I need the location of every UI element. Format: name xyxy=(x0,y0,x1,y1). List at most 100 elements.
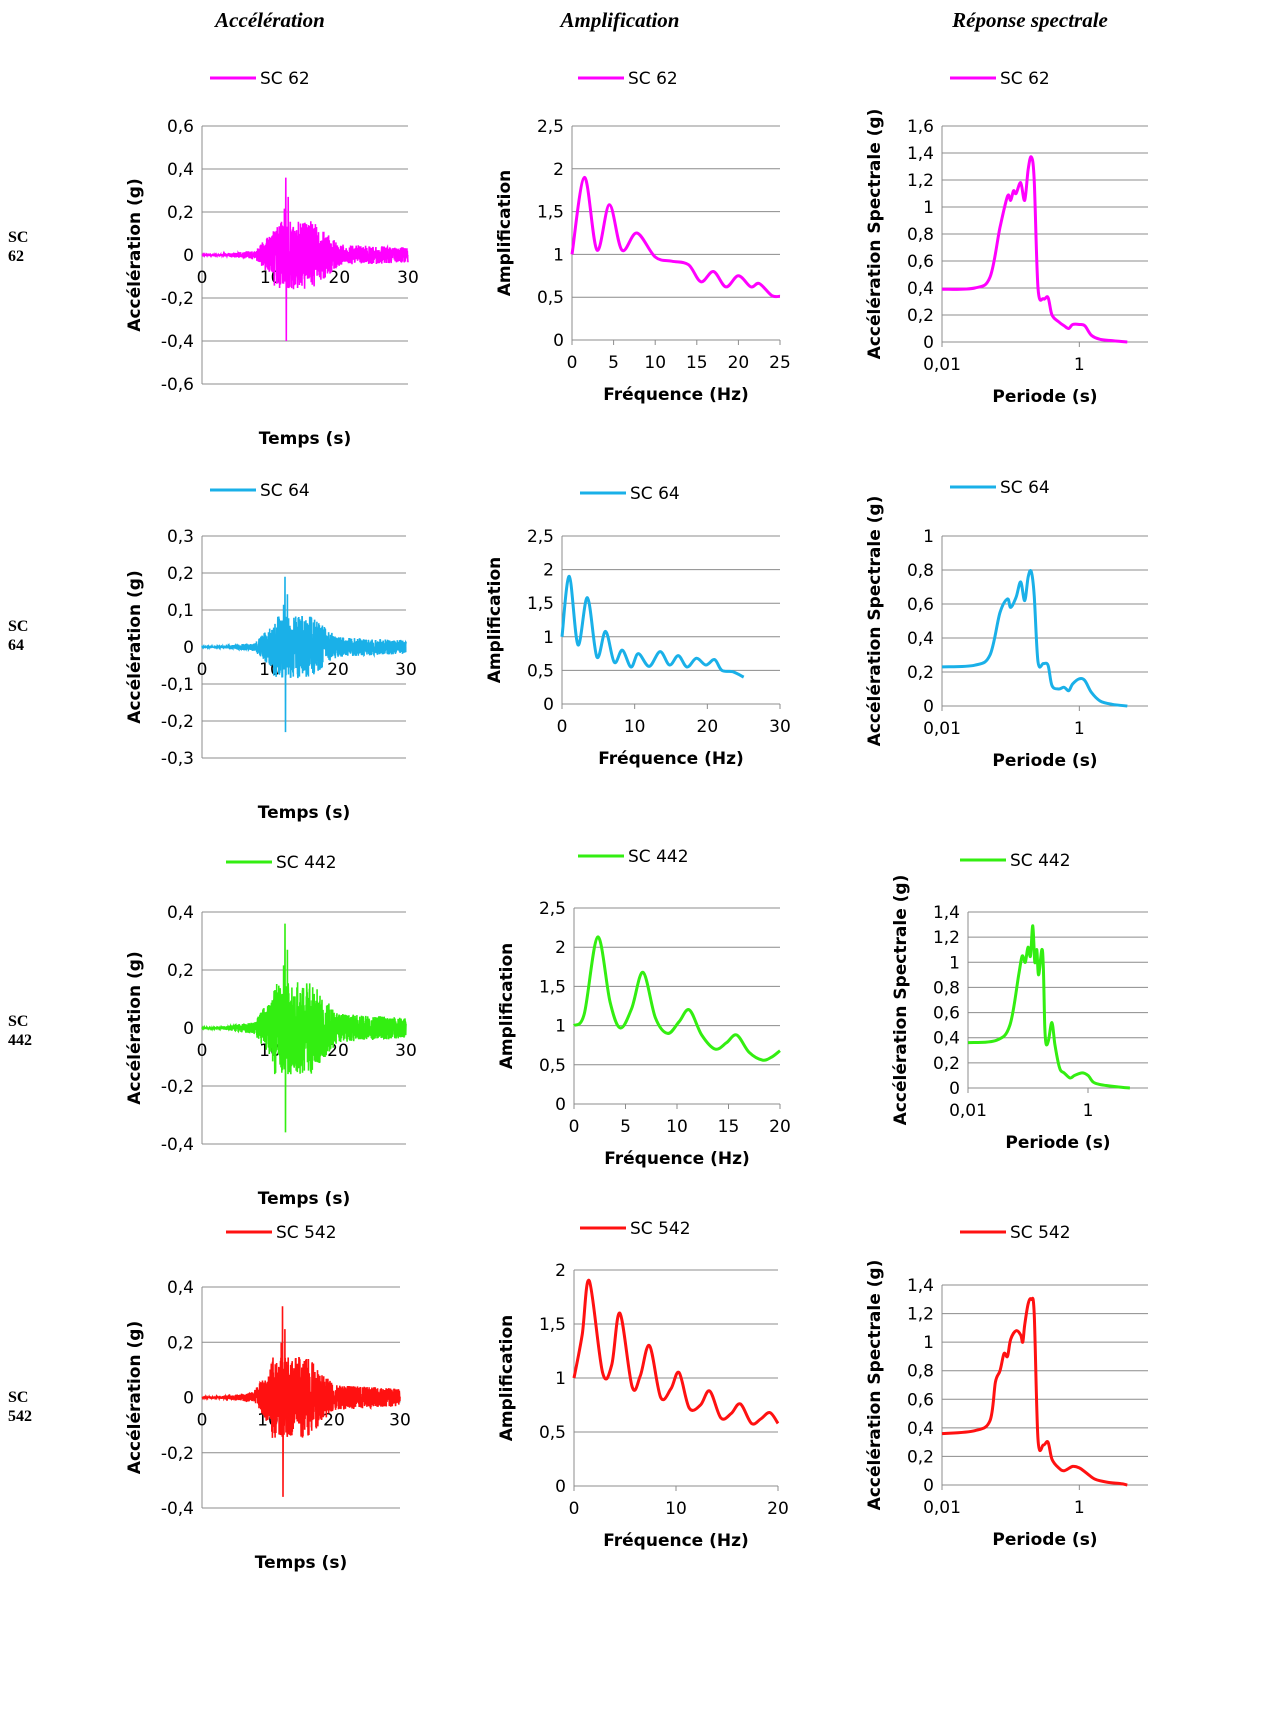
y-tick-label: 0,5 xyxy=(527,661,554,681)
y-tick-label: 0 xyxy=(949,1079,960,1099)
y-tick-label: 2,5 xyxy=(539,899,566,919)
series-line xyxy=(201,923,407,1133)
x-tick-label: 0 xyxy=(569,1117,580,1137)
legend-label: SC 542 xyxy=(1010,1223,1071,1243)
y-tick-label: 1 xyxy=(553,245,564,265)
y-axis-title: Accélération (g) xyxy=(125,570,145,723)
legend-label: SC 64 xyxy=(630,484,680,504)
series-line xyxy=(941,569,1128,708)
x-tick-label: 30 xyxy=(397,268,419,288)
x-tick-label: 10 xyxy=(665,1499,687,1519)
y-tick-label: 0,4 xyxy=(907,279,934,299)
x-axis-title: Temps (s) xyxy=(259,429,351,449)
y-tick-label: 1 xyxy=(923,1333,934,1353)
y-axis-title: Accélération Spectrale (g) xyxy=(865,109,885,360)
y-tick-label: 1,5 xyxy=(539,1315,566,1335)
y-tick-label: 0,8 xyxy=(907,225,934,245)
legend-label: SC 442 xyxy=(276,853,337,873)
series-line xyxy=(572,1278,780,1426)
y-tick-label: 0,2 xyxy=(167,1333,194,1353)
y-tick-label: -0,6 xyxy=(161,375,194,395)
row-label-sc542: SC 542 xyxy=(8,1388,52,1426)
x-tick-label: 20 xyxy=(323,1411,345,1431)
y-tick-label: 0 xyxy=(923,697,934,717)
series-line xyxy=(201,576,407,733)
y-tick-label: -0,2 xyxy=(161,712,194,732)
x-tick-label: 0,01 xyxy=(923,1498,961,1518)
y-tick-label: -0,4 xyxy=(161,1135,194,1155)
x-tick-label: 25 xyxy=(769,353,791,373)
column-header-spectral-response: Réponse spectrale xyxy=(952,8,1108,32)
x-tick-label: 1 xyxy=(1074,719,1085,739)
x-tick-label: 20 xyxy=(767,1499,789,1519)
y-axis-title: Amplification xyxy=(497,943,517,1070)
x-tick-label: 10 xyxy=(666,1117,688,1137)
y-tick-label: 0 xyxy=(183,1019,194,1039)
y-axis-title: Accélération (g) xyxy=(125,1321,145,1474)
x-axis-title: Periode (s) xyxy=(1005,1133,1110,1153)
x-tick-label: 0 xyxy=(567,353,578,373)
row-label-number: 62 xyxy=(8,248,24,265)
legend-label: SC 62 xyxy=(628,69,678,89)
y-tick-label: 0 xyxy=(183,638,194,658)
y-axis-title: Accélération Spectrale (g) xyxy=(891,875,911,1126)
x-tick-label: 1 xyxy=(1074,355,1085,375)
y-tick-label: 0,5 xyxy=(539,1056,566,1076)
series-line xyxy=(201,177,409,342)
y-tick-label: 0,2 xyxy=(907,306,934,326)
chart-spectral-sc64: 0 0,2 0,4 0,6 0,8 1 0,01 1 Periode (s) Accélérati… xyxy=(865,478,1148,771)
y-tick-label: 0,8 xyxy=(907,1362,934,1382)
x-tick-label: 20 xyxy=(769,1117,791,1137)
y-tick-label: 0,6 xyxy=(907,252,934,272)
y-tick-label: 0 xyxy=(183,1389,194,1409)
y-tick-label: 0,5 xyxy=(539,1423,566,1443)
x-tick-label: 30 xyxy=(395,660,417,680)
y-tick-label: -0,2 xyxy=(161,1444,194,1464)
chart-spectral-sc62: 0 0,2 0,4 0,6 0,8 1 1,2 1,4 1,6 0,01 1 Periode (s) A… xyxy=(865,69,1148,407)
x-axis-title: Fréquence (Hz) xyxy=(598,749,744,769)
x-tick-label: 30 xyxy=(395,1041,417,1061)
chart-amplification-sc62: 0 0,5 1 1,5 2 2,5 0 5 10 15 20 25 Fréquence (Hz) Ampl… xyxy=(495,69,791,405)
row-label-number: 442 xyxy=(8,1032,32,1049)
x-axis-title: Periode (s) xyxy=(992,1530,1097,1550)
x-tick-label: 20 xyxy=(697,717,719,737)
y-tick-label: 2,5 xyxy=(527,527,554,547)
x-tick-label: 5 xyxy=(620,1117,631,1137)
series-line xyxy=(967,924,1131,1090)
y-tick-label: 0 xyxy=(543,695,554,715)
y-tick-label: 0 xyxy=(183,246,194,266)
y-tick-label: 1,5 xyxy=(537,203,564,223)
y-tick-label: 0,4 xyxy=(907,1419,934,1439)
series-line xyxy=(560,574,745,679)
y-tick-label: 1,6 xyxy=(907,117,934,137)
series-line xyxy=(570,175,781,299)
y-tick-label: 0,4 xyxy=(167,160,194,180)
y-tick-label: 0 xyxy=(923,333,934,353)
y-axis-title: Accélération Spectrale (g) xyxy=(865,496,885,747)
legend-label: SC 442 xyxy=(1010,851,1071,871)
x-tick-label: 0 xyxy=(197,660,208,680)
legend-label: SC 62 xyxy=(260,69,310,89)
y-tick-label: 0,8 xyxy=(907,561,934,581)
y-tick-label: 0,2 xyxy=(167,961,194,981)
x-tick-label: 0 xyxy=(197,1041,208,1061)
x-tick-label: 0,01 xyxy=(949,1101,987,1121)
y-tick-label: 0,6 xyxy=(907,1390,934,1410)
legend-label: SC 542 xyxy=(276,1223,337,1243)
x-axis-title: Periode (s) xyxy=(992,751,1097,771)
y-tick-label: 1,4 xyxy=(907,144,934,164)
x-tick-label: 0 xyxy=(557,717,568,737)
x-tick-label: 0 xyxy=(197,1411,208,1431)
y-axis-title: Accélération (g) xyxy=(125,951,145,1104)
y-tick-label: 0,6 xyxy=(907,595,934,615)
x-tick-label: 20 xyxy=(728,353,750,373)
y-tick-label: 0,6 xyxy=(167,117,194,137)
y-tick-label: -0,2 xyxy=(161,289,194,309)
x-axis-title: Periode (s) xyxy=(992,387,1097,407)
x-tick-label: 1 xyxy=(1083,1101,1094,1121)
row-label-number: 542 xyxy=(8,1408,32,1425)
y-tick-label: -0,4 xyxy=(161,1499,194,1519)
